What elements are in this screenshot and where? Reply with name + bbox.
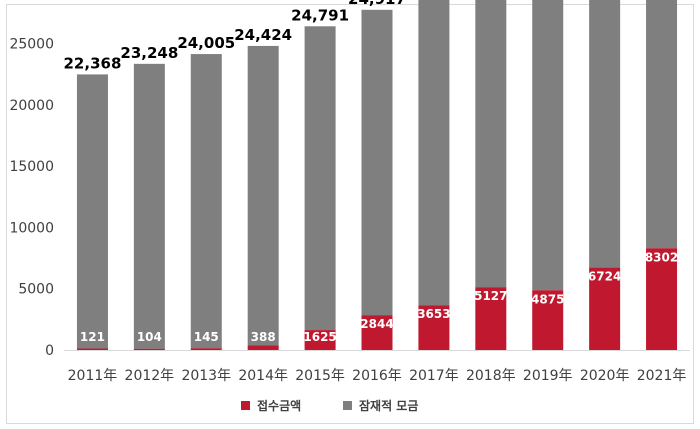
data-label-total: 24,005: [177, 34, 235, 52]
x-axis: 2011年 2012年 2013年 2014年 2015年 2016年 2017年 2018年…: [64, 350, 690, 384]
bars: 121 22,368 104 23,248 145 24,005 388 24,424 1625…: [64, 0, 678, 350]
x-tick-label: 2020年: [580, 368, 630, 384]
bar-segment-potential: [475, 0, 507, 288]
bar-segment-received: [76, 348, 108, 350]
x-tick-label: 2013年: [181, 368, 231, 384]
y-tick-label: 25000: [9, 37, 54, 53]
data-label-received: 121: [80, 330, 105, 344]
data-label-received: 145: [194, 330, 219, 344]
data-label-total: 23,248: [120, 44, 178, 62]
y-tick-label: 15000: [9, 159, 54, 175]
data-label-received: 388: [251, 330, 276, 344]
data-label-total: 24,917: [348, 0, 406, 8]
bar-segment-potential: [247, 45, 279, 346]
bar-segment-received: [304, 330, 336, 350]
data-label-received: 8302: [645, 250, 678, 264]
bar-segment-received: [532, 290, 564, 350]
x-tick-label: 2015年: [295, 368, 345, 384]
data-label-total: 24,791: [291, 6, 349, 24]
bar-segment-received: [361, 315, 393, 350]
x-tick-label: 2018年: [466, 368, 516, 384]
bar-segment-potential: [76, 74, 108, 349]
bar-segment-potential: [304, 26, 336, 331]
data-label-received: 5127: [474, 289, 507, 303]
data-label-received: 104: [137, 330, 162, 344]
data-label-total: 22,368: [64, 54, 122, 72]
bar-segment-received: [190, 348, 222, 350]
legend-label-potential: 잠재적 모금: [359, 398, 418, 413]
data-label-received: 6724: [588, 270, 621, 284]
x-tick-label: 2016年: [352, 368, 402, 384]
bar-segment-received: [133, 348, 165, 350]
bar-segment-potential: [646, 0, 678, 249]
bar-segment-potential: [532, 0, 564, 291]
legend-swatch-received: [241, 401, 250, 410]
bar-segment-potential: [589, 0, 621, 268]
x-tick-label: 2011年: [68, 368, 118, 384]
bar-segment-potential: [418, 0, 450, 306]
x-tick-label: 2019年: [523, 368, 573, 384]
legend-swatch-potential: [343, 401, 352, 410]
bar-segment-potential: [133, 63, 165, 349]
chart-frame: [6, 4, 694, 424]
data-label-total: 24,424: [234, 26, 292, 44]
x-tick-label: 2021年: [637, 368, 687, 384]
legend-label-received: 접수금액: [257, 399, 301, 413]
y-tick-label: 10000: [9, 220, 54, 236]
bar-segment-received: [646, 248, 678, 350]
data-label-received: 2844: [360, 317, 393, 331]
legend: 접수금액 잠재적 모금: [241, 398, 418, 413]
bar-segment-potential: [190, 54, 222, 349]
x-tick-label: 2017年: [409, 368, 459, 384]
bar-segment-received: [418, 305, 450, 350]
y-tick-label: 0: [45, 343, 54, 359]
bar-segment-potential: [361, 9, 393, 316]
data-label-received: 1625: [303, 330, 336, 344]
bar-segment-received: [475, 287, 507, 350]
data-label-received: 4875: [531, 292, 564, 306]
bar-segment-received: [589, 267, 621, 350]
x-tick-label: 2012年: [125, 368, 175, 384]
x-tick-label: 2014年: [238, 368, 288, 384]
y-axis: 0 5000 10000 15000 20000 25000: [9, 37, 54, 359]
y-tick-label: 20000: [9, 98, 54, 114]
data-label-received: 3653: [417, 307, 450, 321]
y-tick-label: 5000: [18, 282, 54, 298]
bar-segment-received: [247, 345, 279, 350]
